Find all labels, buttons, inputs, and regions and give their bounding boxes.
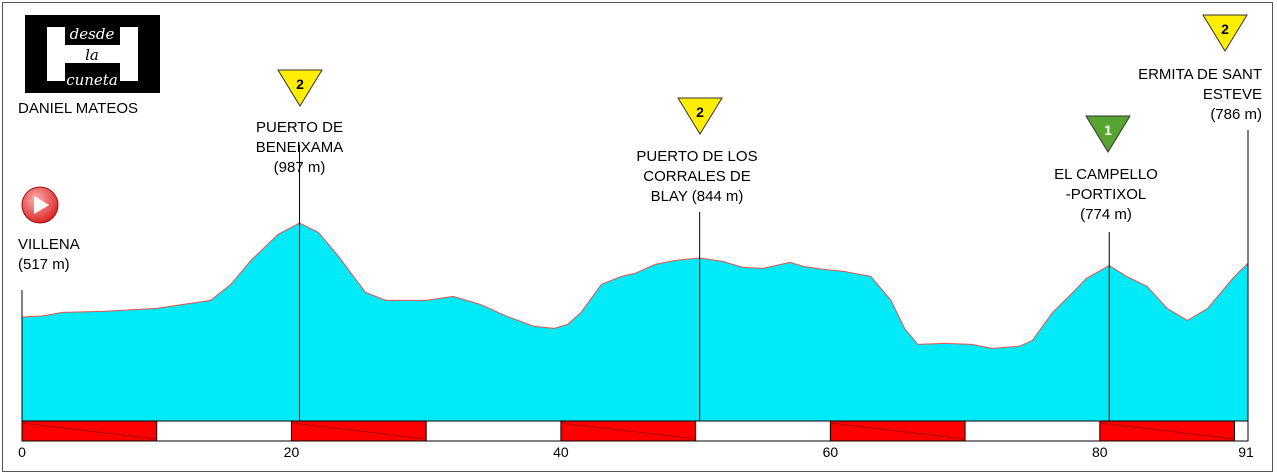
climb-name-line: PUERTO DE (256, 119, 343, 136)
author-name: DANIEL MATEOS (18, 100, 139, 117)
climb-name-line: -PORTIXOL (1065, 186, 1147, 203)
x-tick-label: 20 (284, 444, 300, 460)
play-icon (34, 196, 49, 214)
climb-name-line: CORRALES DE (643, 168, 751, 185)
climb-label-corrales-de-blay: PUERTO DE LOS CORRALES DE BLAY (844 m) (612, 147, 782, 207)
brand-logo: desde la cuneta (25, 15, 160, 93)
km-bar-hatch (291, 422, 427, 440)
profile-area (22, 223, 1248, 421)
km-bar-hatch (21, 422, 157, 440)
climb-name-line: BLAY (650, 188, 688, 205)
km-bar-hatch (830, 422, 966, 440)
climb-category: 2 (696, 104, 704, 120)
climb-altitude: (786 m) (1210, 106, 1262, 123)
mountain-cat2-icon: 2 (677, 97, 723, 135)
start-icon (21, 186, 59, 224)
climb-label-sant-esteve: ERMITA DE SANT ESTEVE (786 m) (1082, 65, 1262, 125)
start-altitude: (517 m) (18, 256, 70, 273)
start-label: VILLENA (517 m) (18, 235, 80, 275)
x-tick-label: 0 (18, 444, 26, 460)
climb-altitude: (774 m) (1080, 206, 1132, 223)
climb-label-el-campello: EL CAMPELLO -PORTIXOL (774 m) (1030, 165, 1182, 225)
km-bar-hatch (560, 422, 696, 440)
climb-label-beneixama: PUERTO DE BENEIXAMA (987 m) (232, 118, 367, 178)
mountain-cat2-icon: 2 (277, 69, 323, 107)
km-bar-hatch (1099, 422, 1235, 440)
mountain-cat1-icon: 1 (1085, 115, 1131, 153)
climb-altitude: (844 m) (691, 188, 744, 205)
mountain-cat2-icon: 2 (1202, 14, 1248, 52)
climb-name-line: EL CAMPELLO (1054, 166, 1158, 183)
climb-name-line: ERMITA DE SANT (1138, 66, 1262, 83)
logo-text-middle: la (85, 46, 99, 64)
start-name: VILLENA (18, 236, 80, 253)
climb-category: 1 (1104, 122, 1112, 138)
logo-text-top: desde (70, 25, 115, 43)
x-tick-label: 80 (1092, 444, 1108, 460)
climb-altitude: (987 m) (273, 159, 326, 176)
climb-name-line: ESTEVE (1202, 86, 1262, 103)
climb-name-line: PUERTO DE LOS (636, 148, 758, 165)
x-tick-label: 91 (1238, 444, 1254, 460)
x-tick-label: 60 (823, 444, 839, 460)
x-tick-label: 40 (553, 444, 569, 460)
climb-category: 2 (1221, 21, 1229, 37)
logo-text-bottom: cuneta (66, 71, 118, 89)
climb-category: 2 (296, 76, 304, 92)
climb-name-line: BENEIXAMA (255, 139, 344, 156)
